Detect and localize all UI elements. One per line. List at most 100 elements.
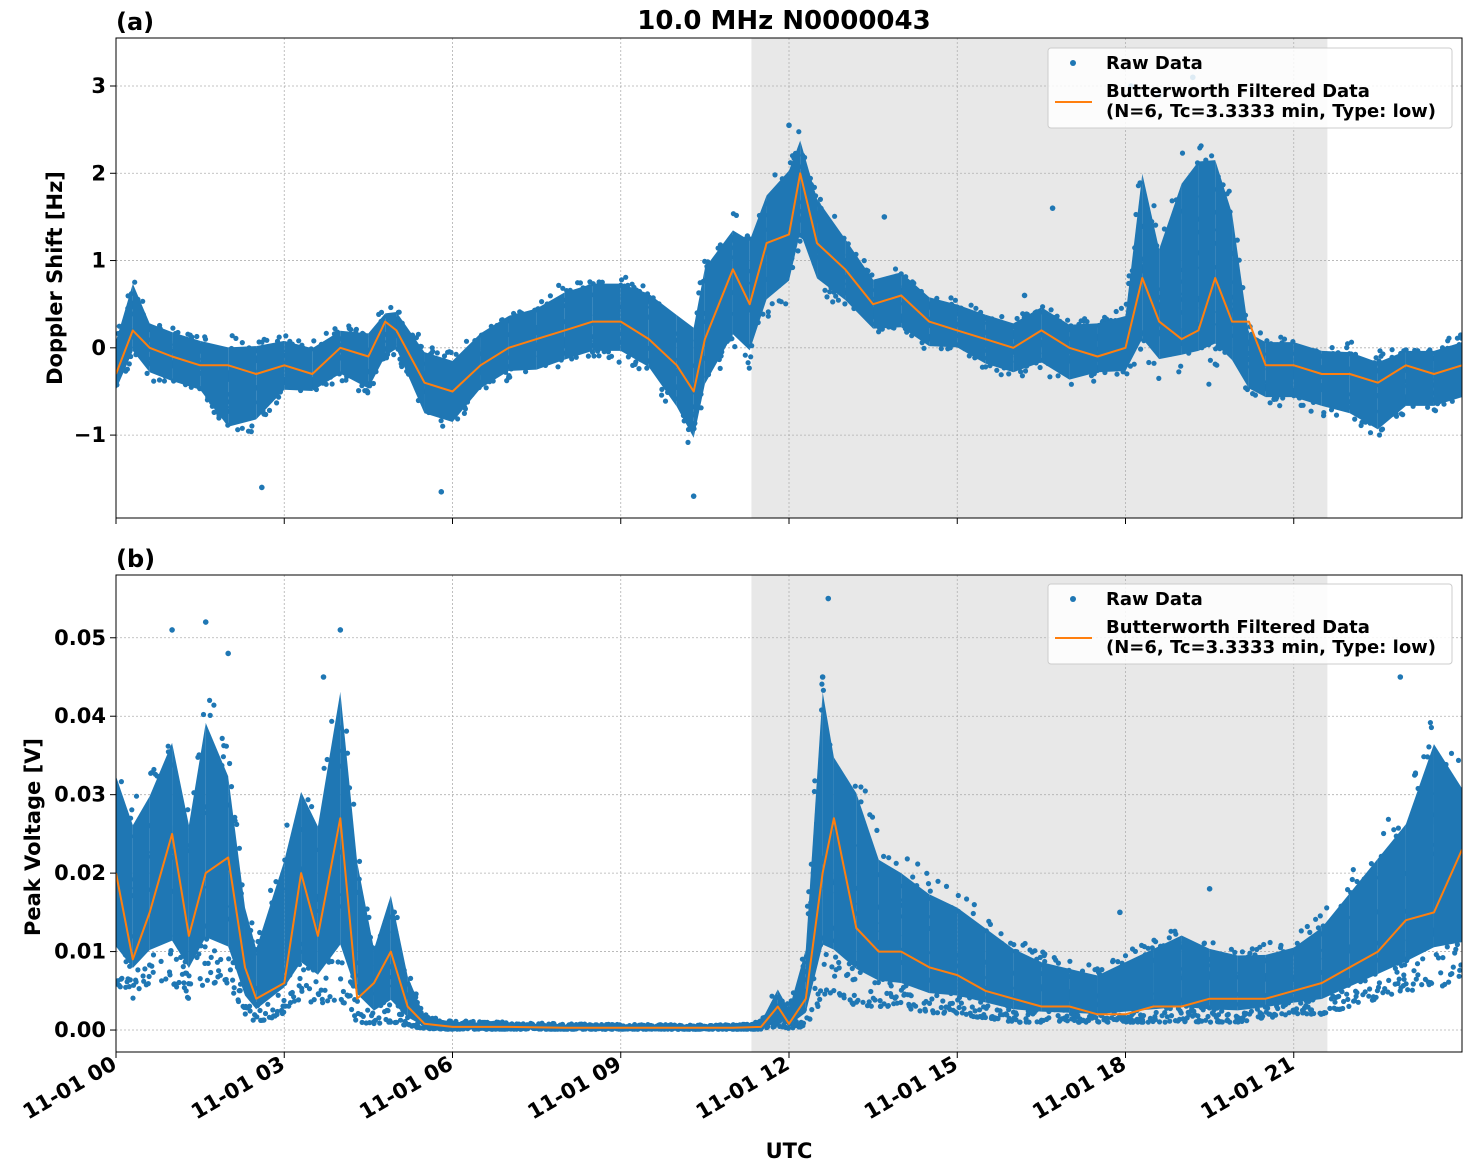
panel-b-raw-point — [247, 1003, 253, 1009]
panel-b-raw-point — [908, 993, 914, 999]
panel-a-raw-point — [1179, 150, 1186, 156]
panel-a-raw-point — [365, 390, 371, 396]
panel-a-raw-band — [620, 283, 649, 368]
panel-a-raw-point — [1124, 371, 1130, 377]
panel-a-raw-point — [430, 348, 436, 354]
panel-a-raw-point — [1226, 188, 1232, 194]
panel-a-raw-point — [619, 277, 625, 283]
panel-b-raw-point — [1261, 941, 1267, 948]
panel-b-raw-point — [836, 959, 842, 966]
panel-b-raw-point — [1244, 1018, 1250, 1024]
panel-b-raw-point — [356, 858, 363, 865]
panel-b-raw-point — [1105, 1019, 1111, 1025]
panel-b-raw-point — [1168, 1013, 1175, 1019]
panel-b-raw-point — [1140, 1013, 1147, 1019]
panel-b-raw-point — [1096, 1019, 1102, 1025]
panel-a-raw-point — [616, 359, 622, 365]
panel-a-raw-point — [822, 287, 828, 293]
panel-b-raw-point — [118, 779, 124, 785]
panel-a-raw-point — [1138, 346, 1144, 352]
panel-b-raw-point — [995, 1016, 1001, 1022]
panel-b-raw-point — [117, 984, 123, 990]
panel-b-raw-point — [235, 998, 242, 1005]
panel-a-raw-point — [778, 299, 784, 305]
panel-b-raw-point — [145, 981, 151, 987]
panel-a-raw-point — [1214, 362, 1220, 368]
panel-a-raw-point — [623, 274, 629, 280]
panel-b-raw-point — [205, 960, 211, 967]
panel-b-raw-point — [940, 998, 946, 1004]
panel-b-raw-point — [949, 1000, 956, 1006]
panel-a-raw-point — [1047, 374, 1053, 380]
panel-a-raw-point — [353, 326, 359, 332]
panel-a-raw-point — [266, 407, 273, 413]
panel-b-raw-point — [150, 969, 156, 975]
panel-a-raw-point — [1176, 369, 1182, 375]
panel-b-raw-point — [935, 878, 941, 884]
panel-b-raw-point — [181, 980, 187, 986]
panel-a-raw-point — [830, 299, 836, 305]
panel-a-raw-point — [1425, 404, 1431, 410]
panel-a-raw-band — [704, 230, 733, 385]
panel-b-raw-point — [318, 987, 324, 993]
panel-b-raw-point — [977, 1007, 983, 1013]
panel-b-raw-point — [833, 954, 839, 960]
panel-a-raw-point — [1393, 413, 1400, 419]
panel-a-raw-point — [1367, 430, 1374, 436]
panel-b-raw-point — [408, 975, 414, 982]
panel-a-raw-point — [1252, 392, 1258, 398]
panel-a-raw-point — [1018, 369, 1024, 375]
panel-a-raw-point — [140, 298, 146, 304]
panel-b-raw-point — [212, 979, 218, 986]
panel-a-raw-point — [1037, 364, 1043, 371]
panel-b-raw-point — [313, 979, 319, 985]
panel-a-raw-point — [1151, 360, 1157, 366]
panel-b-raw-point — [1178, 1010, 1184, 1016]
panel-a-raw-point — [1264, 338, 1270, 344]
panel-b-raw-point — [323, 975, 329, 981]
panel-b-raw-point — [388, 1019, 394, 1025]
panel-b-raw-point — [200, 711, 207, 718]
panel-a-raw-point — [507, 374, 513, 380]
panel-b-raw-point — [987, 921, 994, 928]
panel-a-raw-point — [1065, 317, 1071, 323]
panel-b-raw-point — [831, 988, 837, 994]
panel-a-raw-band — [1405, 350, 1434, 406]
panel-a-raw-point — [248, 429, 254, 435]
panel-a-raw-point — [283, 333, 289, 339]
panel-a-raw-point — [323, 330, 329, 336]
panel-a-x-ticks — [115, 518, 1295, 524]
panel-a-raw-band — [1265, 342, 1294, 398]
panel-b-raw-point — [270, 1007, 276, 1013]
panel-b-raw-point — [359, 1019, 365, 1025]
panel-b-raw-point — [173, 956, 179, 962]
panel-b-raw-point — [1207, 1019, 1214, 1025]
panel-b-raw-point — [1042, 951, 1048, 957]
panel-b-raw-point — [785, 1025, 792, 1031]
panel-b-raw-point — [228, 784, 235, 790]
panel-b-raw-point — [186, 973, 192, 979]
panel-b-raw-point — [311, 997, 317, 1003]
panel-b-raw-point — [913, 1003, 919, 1009]
panel-b-raw-point — [1210, 940, 1216, 946]
panel-b-raw-point — [1260, 1013, 1266, 1019]
panel-b-raw-point — [275, 992, 281, 998]
panel-a-raw-point — [151, 378, 157, 384]
panel-a-raw-point — [644, 365, 650, 371]
panel-a-raw-point — [370, 380, 376, 387]
panel-b-raw-point — [845, 971, 851, 978]
panel-b-raw-point — [1099, 967, 1105, 973]
panel-b-raw-point — [376, 1015, 382, 1021]
panel-b-raw-point — [998, 931, 1004, 937]
panel-a-raw-point — [1389, 347, 1395, 353]
panel-a-raw-band — [536, 292, 565, 370]
panel-a-raw-point — [1352, 416, 1358, 422]
panel-b-raw-point — [1145, 945, 1151, 951]
panel-a-raw-point — [1380, 351, 1386, 357]
panel-a-raw-point — [463, 338, 470, 344]
panel-b-raw-point — [858, 799, 864, 805]
panel-b-raw-point — [284, 822, 290, 828]
panel-b-raw-point — [1235, 1014, 1241, 1020]
panel-a-raw-point — [795, 248, 801, 254]
panel-b-raw-point — [819, 681, 825, 687]
